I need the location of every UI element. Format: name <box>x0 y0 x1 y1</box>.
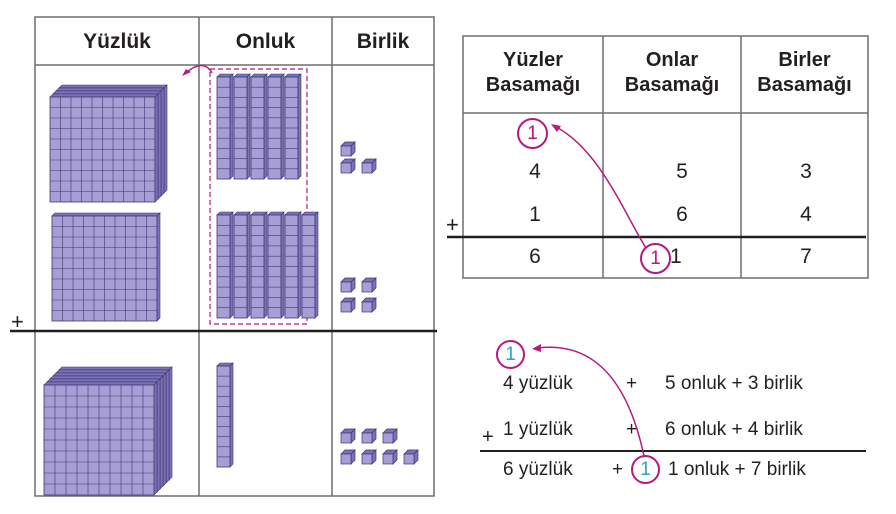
table-cell: 5 <box>676 160 688 183</box>
one-cube <box>340 449 356 465</box>
header-hundreds: Yüzlük <box>83 30 151 53</box>
one-cube <box>340 141 356 157</box>
ten-rod <box>216 73 234 180</box>
table-header-ones: Birler Basamağı <box>741 48 868 98</box>
ten-rod <box>233 73 251 180</box>
header-ones: Birlik <box>356 30 410 53</box>
expanded-line1-rest: 5 onluk + 3 birlik <box>665 373 803 394</box>
one-cube <box>361 449 377 465</box>
header-line: Basamağı <box>757 74 852 96</box>
one-cube <box>361 158 377 174</box>
ten-rod <box>250 73 268 180</box>
table-carry-circle: 1 <box>517 118 548 149</box>
table-cell: 3 <box>800 160 812 183</box>
header-tens: Onluk <box>235 30 296 53</box>
one-cube <box>361 277 377 293</box>
hundred-flat <box>55 369 170 484</box>
ten-rod <box>267 211 285 319</box>
hundred-flat <box>49 375 164 490</box>
expanded-result-plus: + <box>612 459 624 480</box>
expanded-line2-rest: 6 onluk + 4 birlik <box>665 419 803 440</box>
hundred-flat <box>52 372 167 487</box>
table-cell: 4 <box>529 160 541 183</box>
one-cube <box>361 428 377 444</box>
hundred-flat <box>49 93 159 203</box>
hundred-flat <box>43 381 158 496</box>
header-line: Birler <box>778 49 831 71</box>
plus-sign-left: + <box>11 309 24 334</box>
hundred-flat <box>55 87 165 197</box>
table-cell: 6 <box>676 203 688 226</box>
one-cube <box>340 428 356 444</box>
ten-rod <box>267 73 285 180</box>
table-result-circled: 1 <box>640 243 671 274</box>
plus-sign-table: + <box>446 212 459 237</box>
hundred-flat <box>58 84 168 194</box>
expanded-carry-circle: 1 <box>496 340 525 369</box>
table-header-tens: Onlar Basamağı <box>603 48 741 98</box>
one-cube <box>340 297 356 313</box>
one-cube <box>403 449 419 465</box>
hundred-flat <box>51 212 161 322</box>
ten-rod <box>284 73 302 180</box>
ten-rod <box>216 211 234 319</box>
table-header-hundreds: Yüzler Basamağı <box>463 48 603 98</box>
expanded-line1-plus: + <box>626 373 638 394</box>
header-line: Basamağı <box>624 74 720 96</box>
expanded-line1-hundreds: 4 yüzlük <box>503 373 573 394</box>
expanded-line2-plus: + <box>626 419 638 440</box>
table-result-cell: 7 <box>800 245 812 268</box>
hundred-flat <box>58 366 173 481</box>
ten-rod <box>301 211 319 319</box>
table-result-cell: 1 <box>670 245 682 268</box>
ten-rod <box>250 211 268 319</box>
one-cube <box>361 297 377 313</box>
ten-rod <box>284 211 302 319</box>
header-line: Onlar <box>645 49 699 71</box>
table-cell: 1 <box>529 203 541 226</box>
hundred-flat <box>52 90 162 200</box>
table-cell: 4 <box>800 203 812 226</box>
expanded-line2-hundreds: 1 yüzlük <box>503 419 573 440</box>
expanded-plus-sign: + <box>482 426 494 448</box>
one-cube <box>382 428 398 444</box>
hundred-flat <box>46 378 161 493</box>
expanded-result-rest: 1 onluk + 7 birlik <box>668 459 806 480</box>
expanded-result-circled: 1 <box>631 455 660 484</box>
header-line: Yüzler <box>502 49 564 71</box>
table-result-cell: 6 <box>529 245 541 268</box>
ten-rod <box>216 362 234 468</box>
ten-rod <box>233 211 251 319</box>
one-cube <box>340 158 356 174</box>
header-line: Basamağı <box>485 74 581 96</box>
one-cube <box>382 449 398 465</box>
expanded-result-hundreds: 6 yüzlük <box>503 459 573 480</box>
one-cube <box>340 277 356 293</box>
